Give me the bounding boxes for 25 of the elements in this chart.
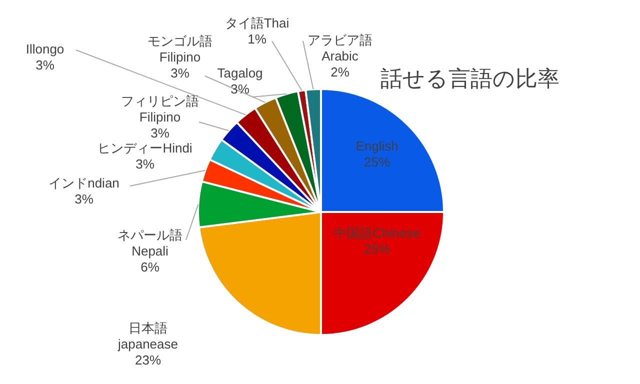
data-label: 6% xyxy=(140,260,160,275)
slice-label: モンゴル語 Filipino xyxy=(148,34,212,65)
slice-label: インドndian xyxy=(48,176,120,191)
slice-label: ヒンディーHindi xyxy=(98,140,192,156)
data-label: 2% xyxy=(330,64,350,80)
slice-label: 日本語 japanease xyxy=(117,320,178,352)
data-label: 25% xyxy=(364,242,390,257)
slice-label: タイ語Thai xyxy=(224,16,290,31)
slice-label: フィリピン語 Filipino xyxy=(121,94,199,125)
slice-label: Illongo xyxy=(26,42,64,57)
data-label: 1% xyxy=(248,32,267,47)
data-label: 3% xyxy=(230,82,250,97)
data-label: 3% xyxy=(136,156,155,172)
data-label: 23% xyxy=(134,352,162,368)
slice-label: 中国語Chinese xyxy=(334,226,420,241)
slice-label: Tagalog xyxy=(217,66,263,81)
data-label: 3% xyxy=(170,66,190,81)
slice-label: English xyxy=(356,138,398,154)
data-label: 25% xyxy=(364,154,390,170)
slice-label: ネパール語 Nepali xyxy=(118,228,182,259)
data-label: 3% xyxy=(36,58,55,73)
data-label: 3% xyxy=(150,126,170,141)
text: 話せる言語の比率 xyxy=(380,66,560,94)
slice-label: アラビア語 Arabic xyxy=(308,32,372,64)
data-label: 3% xyxy=(74,192,94,207)
